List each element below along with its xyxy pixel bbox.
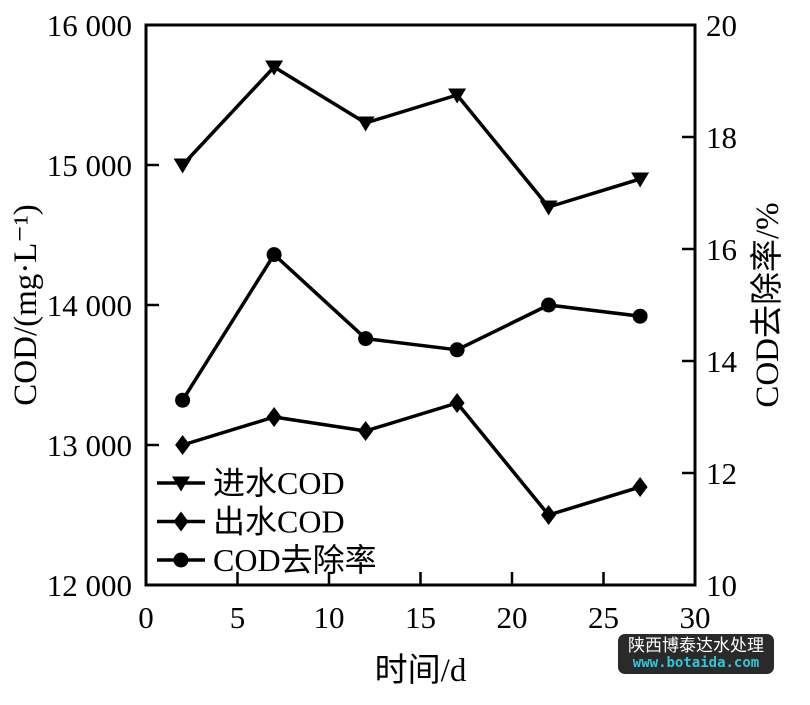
data-point-marker-s0-0: [173, 158, 192, 174]
y-right-tick-label: 20: [706, 8, 737, 43]
y-right-tick-label: 14: [706, 344, 738, 379]
x-tick-label: 25: [588, 600, 619, 635]
y-left-tick-label: 15 000: [47, 148, 132, 183]
plot-frame: [144, 23, 697, 587]
y-right-tick-label: 18: [706, 120, 737, 155]
x-axis-title: 时间/d: [375, 653, 467, 689]
data-point-marker-s2-4: [541, 297, 557, 313]
y-left-tick-label: 12 000: [47, 568, 132, 603]
watermark-website-url: www.botaida.com: [632, 654, 760, 671]
legend-marker-0: [172, 476, 190, 492]
data-point-marker-s1-5: [632, 477, 648, 497]
x-tick-label: 5: [230, 600, 246, 635]
data-point-marker-s2-0: [175, 392, 191, 408]
y-left-tick-label: 14 000: [47, 288, 132, 323]
data-point-marker-s2-1: [266, 247, 282, 263]
series-line-1: [182, 401, 641, 517]
data-point-marker-s0-1: [265, 60, 284, 76]
legend-marker-2: [173, 552, 189, 568]
x-tick-label: 0: [138, 600, 154, 635]
data-point-marker-s2-3: [449, 342, 465, 358]
data-point-marker-s0-5: [631, 172, 650, 188]
data-point-marker-s0-4: [539, 200, 558, 216]
data-point-marker-s1-1: [266, 407, 282, 427]
legend-label-2: COD去除率: [213, 542, 377, 578]
data-point-marker-s2-2: [358, 331, 374, 347]
watermark-company-name: 陕西博泰达水处理: [628, 635, 764, 655]
data-point-marker-s1-2: [358, 421, 374, 441]
y-right-tick-label: 10: [706, 568, 737, 603]
data-point-marker-s1-4: [541, 505, 557, 525]
series-line-2: [181, 252, 641, 402]
data-point-marker-s2-5: [632, 308, 648, 324]
watermark-badge: 陕西博泰达水处理 www.botaida.com: [618, 634, 774, 674]
legend-marker-1: [173, 511, 189, 532]
data-point-marker-s1-3: [449, 393, 465, 413]
data-point-marker-s0-2: [356, 116, 375, 132]
x-tick-label: 20: [497, 600, 528, 635]
y-right-tick-label: 16: [706, 232, 737, 267]
data-point-marker-s0-3: [448, 88, 467, 104]
y-left-axis-title: COD/(mg·L⁻¹): [8, 204, 44, 405]
legend-label-0: 进水COD: [213, 465, 345, 501]
y-left-tick-label: 16 000: [47, 8, 132, 43]
x-tick-label: 15: [405, 600, 436, 635]
data-point-marker-s1-0: [175, 435, 191, 455]
series-line-0: [181, 65, 641, 209]
y-left-tick-label: 13 000: [47, 428, 132, 463]
x-tick-label: 10: [314, 600, 345, 635]
legend-label-1: 出水COD: [213, 504, 345, 540]
y-right-tick-label: 12: [706, 456, 737, 491]
y-right-axis-title: COD去除率/%: [749, 202, 786, 407]
x-tick-label: 30: [680, 600, 711, 635]
